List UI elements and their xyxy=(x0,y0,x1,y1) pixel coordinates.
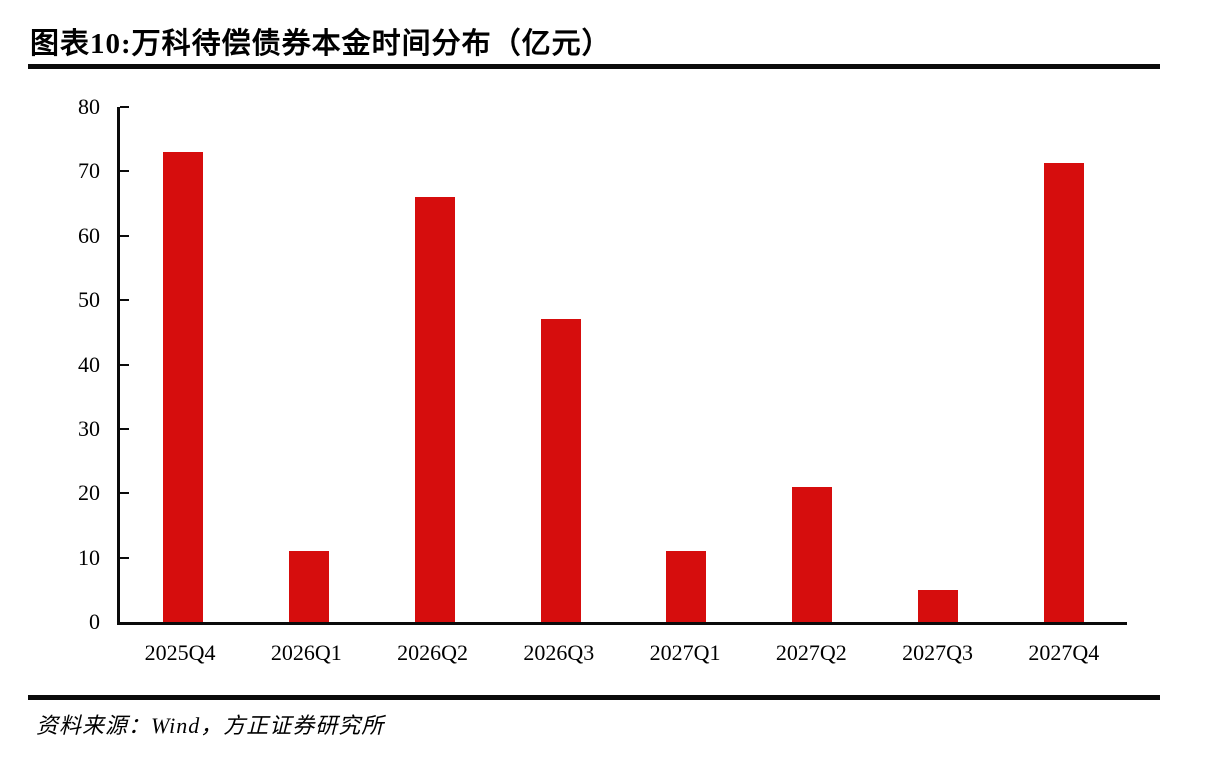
y-axis-tick xyxy=(120,234,129,237)
bar xyxy=(666,551,707,622)
x-axis-category-label: 2025Q4 xyxy=(144,640,216,665)
bar xyxy=(162,152,203,622)
x-axis-category-label: 2027Q3 xyxy=(902,640,974,665)
x-axis-category-label: 2027Q2 xyxy=(775,640,847,665)
x-axis-category-label: 2026Q2 xyxy=(397,640,469,665)
figure-title: 图表10:万科待偿债券本金时间分布（亿元） xyxy=(30,28,612,60)
source-separator-rule xyxy=(28,695,1160,700)
bar xyxy=(540,319,581,622)
bar-cell xyxy=(749,107,875,622)
x-axis-labels: 2025Q4 2026Q1 2026Q2 2026Q3 2027Q1 2027Q2 2027… xyxy=(117,638,1127,668)
bar xyxy=(288,551,329,622)
bar-cell xyxy=(1001,107,1127,622)
y-axis-tick-label: 0 xyxy=(89,609,100,634)
bar xyxy=(1044,163,1085,622)
bar-cell xyxy=(372,107,498,622)
bar xyxy=(918,589,959,622)
bar xyxy=(792,486,833,622)
y-axis-tick-label: 40 xyxy=(78,351,100,377)
y-axis-tick xyxy=(120,299,129,302)
y-axis-tick xyxy=(120,363,129,366)
x-axis-category-label: 2027Q4 xyxy=(1028,640,1100,665)
y-axis-tick xyxy=(120,556,129,559)
x-axis-category-label: 2026Q1 xyxy=(270,640,342,665)
y-axis-tick-label: 20 xyxy=(78,480,100,506)
bar xyxy=(414,197,455,622)
bar-cell xyxy=(120,107,246,622)
y-axis-tick-label: 70 xyxy=(78,158,100,184)
bar-cell xyxy=(246,107,372,622)
y-axis-tick-label: 80 xyxy=(78,94,100,119)
y-axis-tick xyxy=(120,492,129,495)
y-axis-tick-label: 10 xyxy=(78,544,100,570)
bar-cell xyxy=(875,107,1001,622)
bar-series xyxy=(120,107,1127,622)
x-axis-category-label: 2026Q3 xyxy=(523,640,595,665)
plot-area xyxy=(117,106,1127,625)
y-axis-tick-label: 60 xyxy=(78,222,100,248)
y-axis-tick-label: 30 xyxy=(78,415,100,441)
bar-cell xyxy=(498,107,624,622)
y-axis-labels: 0 10 20 30 40 50 60 70 80 xyxy=(0,94,100,634)
y-axis-tick-label: 50 xyxy=(78,287,100,313)
y-axis-tick xyxy=(120,106,129,108)
title-separator-rule xyxy=(28,64,1160,69)
y-axis-tick xyxy=(120,427,129,430)
source-text: 资料来源：Wind，方正证券研究所 xyxy=(36,713,385,738)
x-axis-category-label: 2027Q1 xyxy=(649,640,721,665)
bar-cell xyxy=(624,107,750,622)
y-axis-tick xyxy=(120,170,129,173)
